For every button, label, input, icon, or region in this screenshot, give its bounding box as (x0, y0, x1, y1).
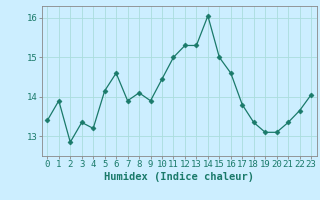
X-axis label: Humidex (Indice chaleur): Humidex (Indice chaleur) (104, 172, 254, 182)
